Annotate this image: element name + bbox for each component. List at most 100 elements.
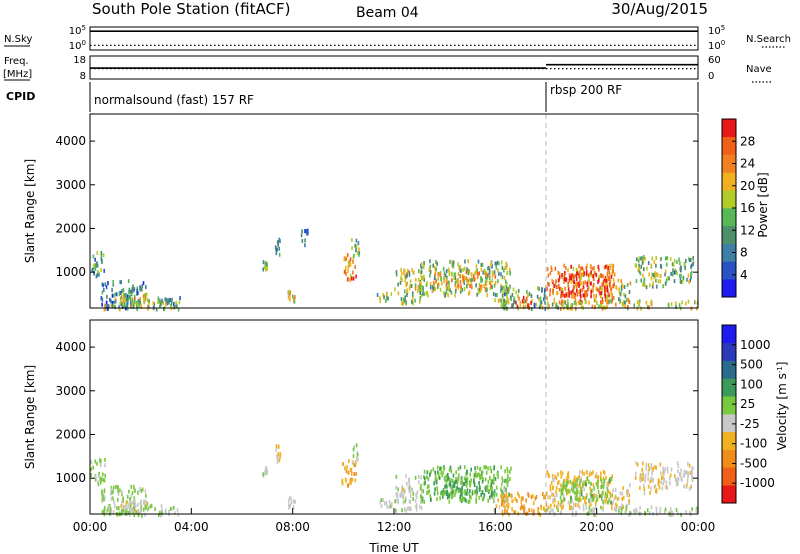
echo-cell (537, 507, 539, 511)
echo-cell (655, 278, 657, 283)
echo-cell (96, 250, 99, 255)
echo-cell (516, 498, 518, 503)
echo-cell (609, 266, 612, 271)
echo-cell (551, 492, 553, 497)
echo-cell (483, 495, 485, 500)
echo-cell (612, 295, 615, 300)
echo-cell (549, 487, 552, 492)
echo-cell (352, 276, 355, 281)
echo-cell (142, 294, 145, 299)
colorbar-tick-label: 25 (740, 397, 755, 411)
echo-cell (514, 510, 517, 515)
echo-cell (173, 505, 175, 510)
echo-cell (681, 300, 683, 305)
echo-cell (608, 299, 611, 304)
echo-cell (504, 488, 506, 493)
echo-cell (571, 511, 574, 516)
echo-cell (433, 286, 435, 291)
echo-cell (544, 288, 546, 293)
echo-cell (136, 302, 139, 307)
echo-cell (466, 476, 469, 481)
echo-cell (434, 287, 437, 291)
echo-cell (647, 261, 650, 265)
echo-cell (506, 282, 508, 287)
echo-cell (599, 471, 602, 476)
echo-cell (427, 293, 429, 298)
power-colorbar-label: Power [dB] (756, 172, 770, 237)
echo-cell (468, 499, 471, 504)
echo-cell (621, 301, 624, 306)
echo-cell (519, 506, 522, 511)
echo-cell (428, 489, 431, 494)
echo-cell (572, 274, 575, 279)
echo-cell (660, 471, 662, 476)
echo-cell (496, 293, 498, 298)
echo-cell (615, 508, 618, 512)
echo-cell (575, 496, 577, 501)
echo-cell (685, 485, 688, 489)
echo-cell (420, 281, 422, 286)
echo-cell (98, 471, 100, 476)
echo-cell (412, 497, 414, 501)
echo-cell (585, 505, 588, 510)
echo-cell (673, 270, 676, 275)
echo-cell (594, 305, 596, 310)
echo-cell (352, 270, 354, 275)
echo-cell (580, 486, 583, 491)
echo-cell (513, 296, 515, 301)
echo-cell (607, 500, 609, 505)
echo-cell (570, 264, 572, 269)
echo-cell (473, 483, 476, 488)
echo-cell (355, 248, 357, 253)
echo-cell (562, 303, 564, 308)
echo-cell (578, 300, 580, 305)
echo-cell (662, 284, 664, 289)
echo-cell (547, 472, 549, 477)
echo-cell (463, 279, 465, 284)
echo-cell (563, 497, 565, 502)
echo-cell (346, 464, 348, 469)
echo-cell (452, 493, 454, 498)
echo-cell (467, 271, 470, 276)
echo-cell (683, 473, 686, 478)
echo-cell (506, 483, 509, 488)
echo-cell (508, 492, 510, 497)
echo-cell (552, 485, 554, 490)
echo-cell (469, 472, 471, 477)
echo-cell (647, 471, 650, 476)
echo-cell (401, 487, 404, 492)
echo-cell (621, 491, 624, 496)
echo-cell (120, 504, 123, 508)
echo-cell (525, 498, 527, 503)
echo-cell (142, 281, 145, 286)
colorbar-segment (722, 467, 736, 486)
sky-panel-frame (89, 26, 699, 51)
echo-cell (571, 498, 573, 503)
echo-cell (480, 263, 483, 267)
echo-cell (412, 491, 414, 496)
echo-cell (412, 301, 414, 306)
echo-cell (679, 261, 681, 266)
echo-cell (655, 465, 657, 470)
echo-cell (404, 499, 406, 504)
echo-cell (492, 477, 495, 482)
echo-cell (453, 481, 455, 486)
echo-cell (510, 297, 512, 302)
echo-cell (487, 266, 489, 271)
echo-cell (178, 300, 181, 305)
echo-cell (586, 263, 588, 268)
echo-cell (640, 474, 643, 478)
echo-cell (547, 281, 549, 286)
echo-cell (117, 488, 119, 493)
echo-cell (570, 303, 572, 308)
echo-cell (423, 475, 425, 479)
echo-cell (581, 266, 584, 271)
echo-cell (485, 276, 488, 281)
echo-cell (446, 477, 449, 482)
echo-cell (460, 497, 463, 502)
echo-cell (436, 262, 438, 266)
echo-cell (549, 292, 551, 297)
echo-cell (650, 462, 653, 467)
echo-cell (154, 507, 156, 512)
echo-cell (595, 294, 597, 298)
